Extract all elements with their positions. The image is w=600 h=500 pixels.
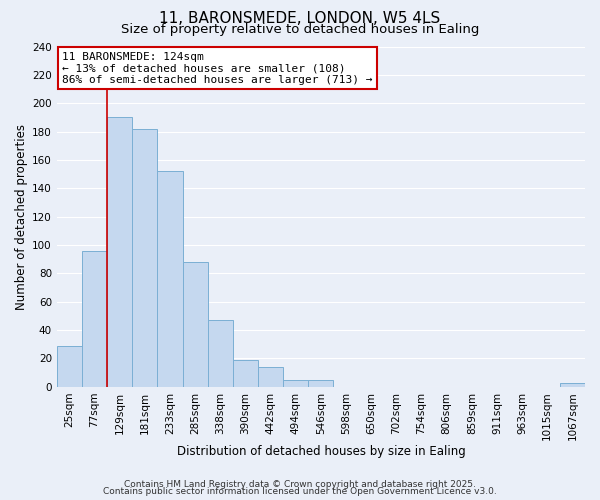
Bar [258,367,283,387]
Bar [107,118,132,387]
Text: Contains public sector information licensed under the Open Government Licence v3: Contains public sector information licen… [103,488,497,496]
Bar [233,360,258,387]
Bar [132,129,157,387]
Y-axis label: Number of detached properties: Number of detached properties [15,124,28,310]
Bar [57,346,82,387]
Text: 11 BARONSMEDE: 124sqm
← 13% of detached houses are smaller (108)
86% of semi-det: 11 BARONSMEDE: 124sqm ← 13% of detached … [62,52,373,85]
Text: 11, BARONSMEDE, LONDON, W5 4LS: 11, BARONSMEDE, LONDON, W5 4LS [160,11,440,26]
Bar [208,320,233,387]
Bar [82,250,107,387]
Bar [560,382,585,387]
X-axis label: Distribution of detached houses by size in Ealing: Distribution of detached houses by size … [176,444,465,458]
Bar [182,262,208,387]
Text: Contains HM Land Registry data © Crown copyright and database right 2025.: Contains HM Land Registry data © Crown c… [124,480,476,489]
Bar [283,380,308,387]
Bar [308,380,334,387]
Text: Size of property relative to detached houses in Ealing: Size of property relative to detached ho… [121,22,479,36]
Bar [157,172,182,387]
